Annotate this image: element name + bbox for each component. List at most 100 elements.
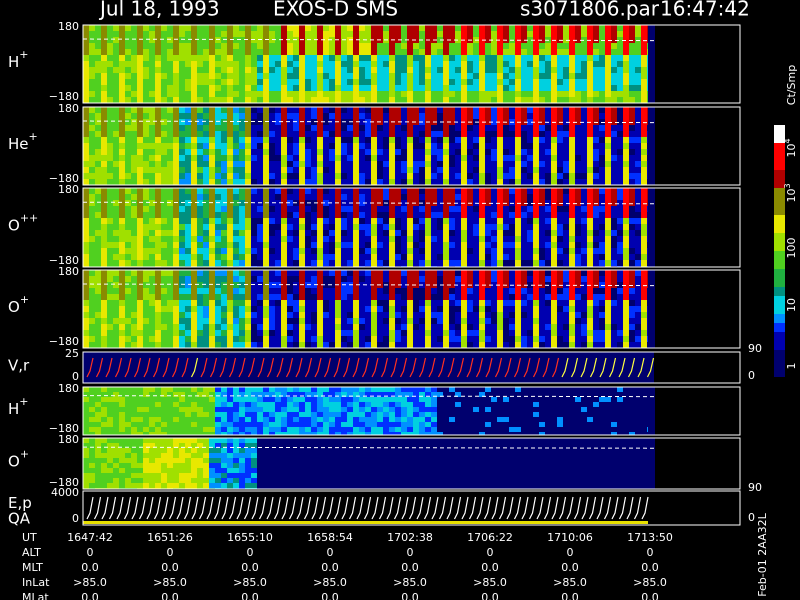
spectrogram-cell xyxy=(503,194,509,200)
spectrogram-cell xyxy=(395,85,401,91)
spectrogram-cell xyxy=(383,73,389,79)
spectrogram-cell xyxy=(389,306,395,312)
spectrogram-cell xyxy=(161,37,167,43)
spectrogram-cell xyxy=(275,200,281,206)
spectrogram-cell xyxy=(203,173,209,179)
spectrogram-cell xyxy=(611,330,617,336)
spectrogram-cell xyxy=(149,254,155,260)
spectrogram-cell xyxy=(599,254,605,260)
spectrogram-cell xyxy=(605,318,611,324)
spectrogram-cell xyxy=(593,188,599,194)
spectrogram-cell xyxy=(125,43,131,49)
spectrogram-cell xyxy=(215,330,221,336)
spectrogram-cell xyxy=(473,61,479,67)
spectrogram-cell xyxy=(563,173,569,179)
spectrogram-cell xyxy=(485,276,491,282)
spectrogram-cell xyxy=(593,324,599,330)
spectrogram-cell xyxy=(107,254,113,260)
spectrogram-cell xyxy=(269,137,275,143)
spectrogram-cell xyxy=(329,79,335,85)
spectrogram-cell xyxy=(185,300,191,306)
spectrogram-cell xyxy=(131,288,137,294)
spectrogram-cell xyxy=(233,149,239,155)
spectrogram-cell xyxy=(293,318,299,324)
spectrogram-cell xyxy=(641,55,647,61)
spectrogram-cell xyxy=(317,155,323,161)
spectrogram-cell xyxy=(575,276,581,282)
spectrogram-cell xyxy=(353,248,359,254)
spectrogram-cell xyxy=(293,31,299,37)
spectrogram-cell xyxy=(155,330,161,336)
spectrogram-cell xyxy=(605,230,611,236)
spectrogram-cell xyxy=(299,55,305,61)
spectrogram-cell xyxy=(515,25,521,31)
spectrogram-cell xyxy=(365,282,371,288)
spectrogram-cell xyxy=(623,300,629,306)
spectrogram-cell xyxy=(281,143,287,149)
spectrogram-cell xyxy=(191,143,197,149)
spectrogram-cell xyxy=(491,318,497,324)
spectrogram-cell xyxy=(401,300,407,306)
spectrogram-cell xyxy=(287,248,293,254)
spectrogram-cell xyxy=(263,306,269,312)
spectrogram-cell xyxy=(245,31,251,37)
spectrogram-cell xyxy=(371,312,377,318)
spectrogram-cell xyxy=(281,218,287,224)
spectrogram-cell xyxy=(119,149,125,155)
spectrogram-cell xyxy=(401,131,407,137)
spectrogram-cell xyxy=(443,194,449,200)
spectrogram-cell xyxy=(173,324,179,330)
spectrogram-cell xyxy=(113,276,119,282)
spectrogram-cell xyxy=(221,300,227,306)
spectrogram-cell xyxy=(443,300,449,306)
spectrogram-cell xyxy=(185,119,191,125)
spectrogram-cell xyxy=(425,300,431,306)
spectrogram-cell xyxy=(455,91,461,97)
spectrogram-cell xyxy=(185,324,191,330)
spectrogram-cell xyxy=(101,49,107,55)
spectrogram-cell xyxy=(167,179,173,185)
spectrogram-cell xyxy=(371,318,377,324)
spectrogram-cell xyxy=(155,306,161,312)
spectrogram-cell xyxy=(581,31,587,37)
spectrogram-cell xyxy=(221,288,227,294)
spectrogram-cell xyxy=(593,218,599,224)
spectrogram-cell xyxy=(263,194,269,200)
spectrogram-cell xyxy=(317,49,323,55)
spectrogram-cell xyxy=(605,67,611,73)
spectrogram-cell xyxy=(527,288,533,294)
spectrogram-cell xyxy=(605,107,611,113)
spectrogram-cell xyxy=(413,230,419,236)
spectrogram-cell xyxy=(167,161,173,167)
spectrogram-cell xyxy=(437,212,443,218)
spectrogram-cell xyxy=(593,194,599,200)
spectrogram-cell xyxy=(341,236,347,242)
spectrogram-cell xyxy=(101,167,107,173)
spectrogram-cell xyxy=(383,306,389,312)
spectrogram-cell xyxy=(107,43,113,49)
spectrogram-cell xyxy=(293,342,299,348)
spectrogram-cell xyxy=(383,167,389,173)
spectrogram-cell xyxy=(359,85,365,91)
spectrogram-cell xyxy=(587,312,593,318)
spectrogram-cell xyxy=(545,49,551,55)
spectrogram-cell xyxy=(89,43,95,49)
spectrogram-cell xyxy=(257,306,263,312)
spectrogram-cell xyxy=(437,188,443,194)
spectrogram-cell xyxy=(257,55,263,61)
spectrogram-cell xyxy=(515,73,521,79)
spectrogram-cell xyxy=(641,161,647,167)
spectrogram-cell xyxy=(263,336,269,342)
spectrogram-cell xyxy=(197,260,203,266)
spectrogram-cell xyxy=(443,342,449,348)
spectrogram-cell xyxy=(383,276,389,282)
spectrogram-cell xyxy=(113,270,119,276)
spectrogram-cell xyxy=(431,312,437,318)
spectrogram-cell xyxy=(161,85,167,91)
spectrogram-cell xyxy=(443,260,449,266)
spectrogram-cell xyxy=(233,288,239,294)
spectrogram-cell xyxy=(257,79,263,85)
spectrogram-cell xyxy=(329,155,335,161)
spectrogram-cell xyxy=(419,212,425,218)
spectrogram-cell xyxy=(185,282,191,288)
